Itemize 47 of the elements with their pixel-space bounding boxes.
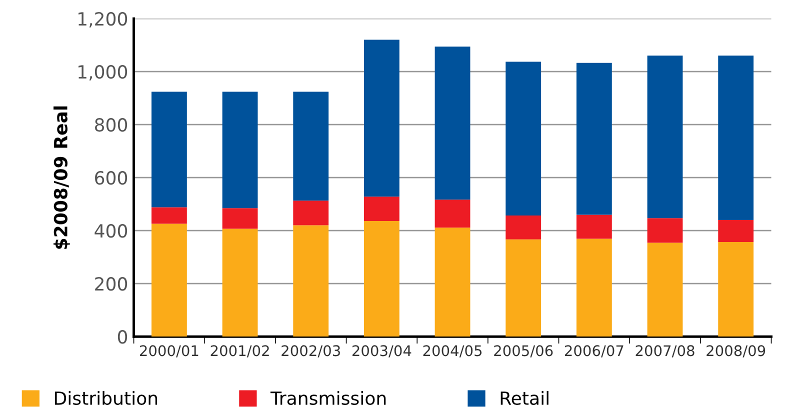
bar xyxy=(222,92,258,208)
x-tick-label: 2004/05 xyxy=(423,345,482,358)
y-tick-label: 1,000 xyxy=(78,65,128,81)
bar xyxy=(434,46,470,200)
x-tick-label: 2003/04 xyxy=(352,345,412,358)
bar xyxy=(647,242,683,337)
bar xyxy=(222,208,258,229)
y-tick-label: 400 xyxy=(94,224,128,238)
x-tick-label: 2006/07 xyxy=(564,345,624,358)
bar xyxy=(151,92,187,208)
y-tick-label: 200 xyxy=(95,277,128,291)
bar xyxy=(293,92,329,201)
bar xyxy=(364,40,400,197)
legend-label: Distribution xyxy=(55,391,158,405)
x-tick-label: 2008/09 xyxy=(706,345,766,358)
bar xyxy=(506,215,542,240)
bar xyxy=(293,225,329,337)
x-tick-label: 2005/06 xyxy=(494,345,553,358)
bar xyxy=(293,200,329,226)
bar xyxy=(151,207,187,224)
bar xyxy=(434,200,470,228)
y-axis-title: $2008/09 Real xyxy=(54,106,70,249)
bar xyxy=(222,228,258,337)
bar xyxy=(647,218,683,243)
y-tick-label: 800 xyxy=(94,118,128,132)
bar xyxy=(718,242,754,337)
x-tick-label: 2007/08 xyxy=(636,345,694,358)
bar xyxy=(434,228,470,337)
bar xyxy=(506,62,542,216)
bar xyxy=(506,239,542,337)
bar xyxy=(364,221,400,337)
legend-label: Retail xyxy=(500,391,548,405)
bar xyxy=(718,56,754,220)
bar xyxy=(576,214,612,239)
x-tick-label: 2000/01 xyxy=(140,345,198,358)
y-tick-label: 1,200 xyxy=(78,12,128,28)
bar xyxy=(647,56,683,218)
bar xyxy=(576,238,612,337)
bar xyxy=(151,224,187,337)
y-tick-label: 0 xyxy=(118,330,128,344)
legend-label: Transmission xyxy=(270,391,386,405)
bar xyxy=(364,196,400,222)
bar xyxy=(576,62,612,215)
bar xyxy=(718,220,754,242)
y-tick-label: 600 xyxy=(95,171,128,185)
x-tick-label: 2001/02 xyxy=(210,345,269,358)
x-tick-label: 2002/03 xyxy=(282,345,340,358)
